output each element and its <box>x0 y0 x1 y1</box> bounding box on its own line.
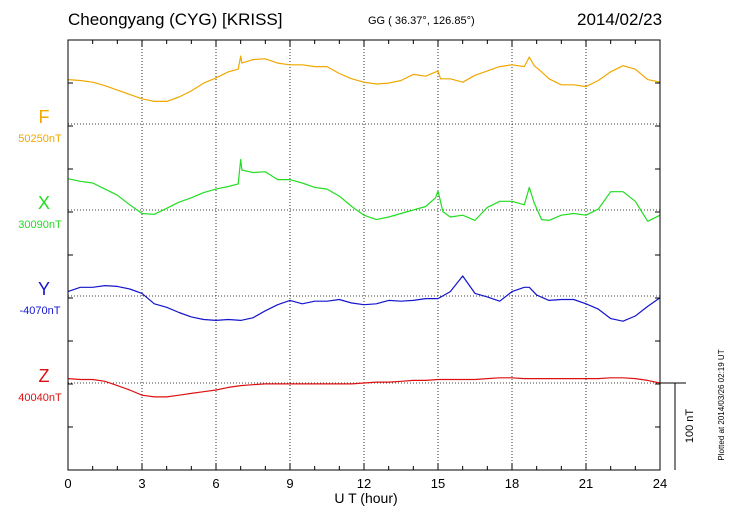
x-tick-label: 6 <box>212 476 219 491</box>
baseline-label-z: 40040nT <box>18 392 62 404</box>
station-title: Cheongyang (CYG) [KRISS] <box>68 10 283 29</box>
axes: 0 3 6 9 12 15 18 21 24 <box>64 39 667 491</box>
x-tick-label: 18 <box>505 476 519 491</box>
grid-lines <box>68 40 660 470</box>
series-name-f: F <box>39 107 50 127</box>
series-name-y: Y <box>38 279 50 299</box>
baseline-label-f: 50250nT <box>18 133 62 145</box>
x-tick-label: 15 <box>431 476 445 491</box>
chart-date: 2014/02/23 <box>577 10 663 29</box>
trace-f <box>67 55 661 103</box>
scale-bar: 100 nT <box>660 382 696 470</box>
x-tick-label: 21 <box>579 476 593 491</box>
x-tick-label: 0 <box>64 476 71 491</box>
scale-bar-label: 100 nT <box>684 409 696 444</box>
baseline-label-x: 30090nT <box>18 219 62 231</box>
trace-x <box>67 158 661 222</box>
series-labels: F 50250nT X 30090nT Y -4070nT Z 40040nT <box>18 107 62 404</box>
trace-z <box>67 377 661 398</box>
plot-footnote: Plotted at 2014/03/26 02:19 UT <box>717 349 726 460</box>
x-tick-label: 24 <box>653 476 667 491</box>
x-tick-label: 9 <box>286 476 293 491</box>
x-tick-label: 3 <box>138 476 145 491</box>
series-name-z: Z <box>39 366 50 386</box>
trace-y <box>67 275 661 322</box>
plot-frame <box>67 39 661 471</box>
series-name-x: X <box>38 193 50 213</box>
x-tick-label: 12 <box>357 476 371 491</box>
station-coordinates: GG ( 36.37°, 126.85°) <box>368 15 475 27</box>
series-traces <box>67 55 661 398</box>
x-axis-label: U T (hour) <box>334 490 397 506</box>
baseline-label-y: -4070nT <box>20 305 61 317</box>
